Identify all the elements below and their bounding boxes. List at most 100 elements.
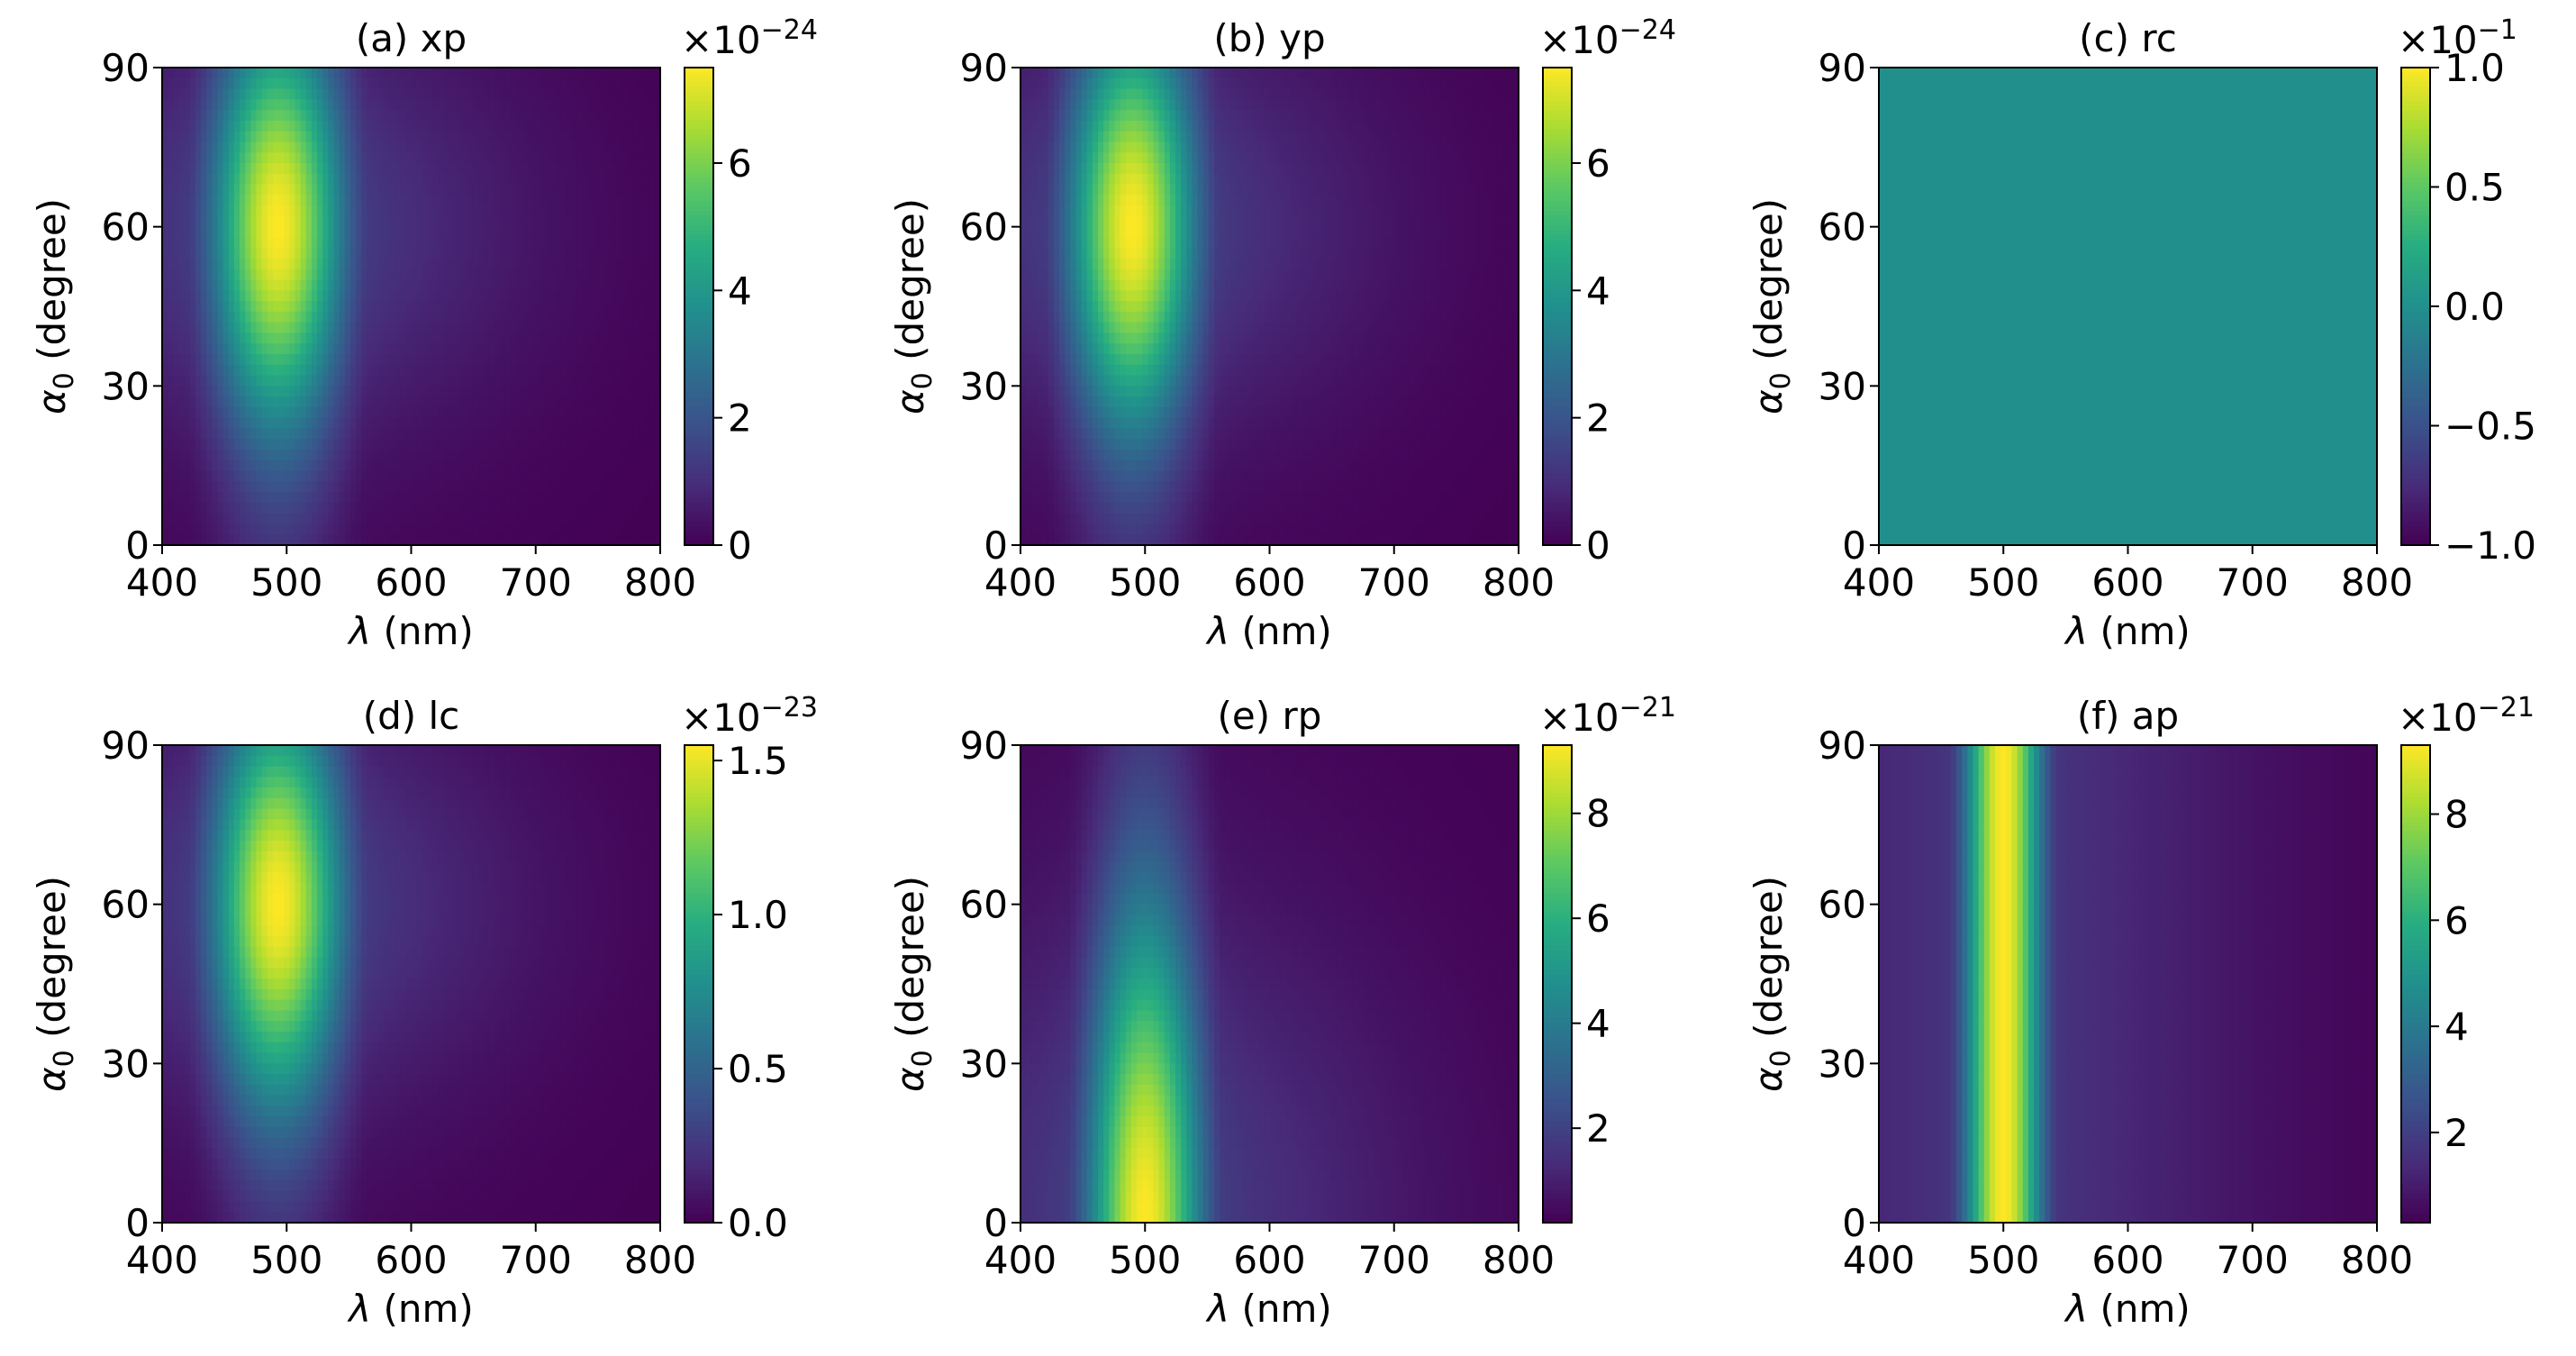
heatmap-cell (1092, 110, 1099, 122)
heatmap-cell (284, 290, 291, 302)
heatmap-cell (212, 195, 219, 206)
heatmap-cell (610, 439, 617, 450)
heatmap-cell (361, 68, 368, 79)
heatmap-cell (1092, 173, 1099, 186)
heatmap-cell (416, 152, 423, 164)
heatmap-cell (328, 88, 335, 101)
heatmap-cell (649, 343, 656, 355)
heatmap-cell (1098, 237, 1104, 250)
heatmap-cell (1086, 152, 1093, 164)
heatmap-cell (1120, 77, 1127, 90)
heatmap-cell (411, 375, 418, 387)
heatmap-cell (322, 268, 330, 281)
heatmap-cell (1020, 205, 1027, 217)
heatmap-cell (278, 259, 285, 270)
colorbar-segment (685, 253, 713, 259)
heatmap-cell (444, 460, 451, 472)
heatmap-cell (538, 152, 545, 164)
heatmap-cell (1020, 354, 1027, 366)
heatmap-cell (504, 268, 512, 281)
heatmap-cell (566, 386, 573, 397)
heatmap-cell (610, 141, 617, 154)
heatmap-cell (621, 406, 628, 419)
heatmap-cell (212, 375, 219, 387)
heatmap-cell (638, 481, 645, 493)
heatmap-cell (643, 226, 650, 239)
heatmap-cell (383, 364, 390, 377)
heatmap-cell (250, 322, 258, 334)
heatmap-cell (1048, 290, 1055, 302)
heatmap-cell (483, 439, 490, 450)
heatmap-cell (212, 301, 219, 313)
heatmap-cell (549, 268, 557, 281)
heatmap-cell (594, 332, 601, 345)
heatmap-cell (599, 375, 606, 387)
heatmap-cell (168, 120, 175, 132)
heatmap-cell (1075, 375, 1083, 387)
heatmap-cell (477, 120, 485, 132)
heatmap-cell (295, 428, 302, 441)
heatmap-cell (195, 226, 202, 239)
heatmap-cell (240, 322, 246, 334)
heatmap-cell (162, 131, 168, 143)
heatmap-cell (638, 68, 645, 79)
heatmap-cell (395, 502, 402, 514)
heatmap-cell (372, 332, 379, 345)
heatmap-cell (383, 470, 390, 483)
heatmap-cell (1081, 523, 1088, 536)
heatmap-cell (1031, 163, 1039, 175)
heatmap-cell (1042, 237, 1049, 250)
heatmap-cell (1031, 502, 1039, 514)
heatmap-cell (1109, 428, 1116, 441)
heatmap-cell (494, 226, 501, 239)
heatmap-cell (405, 99, 413, 111)
heatmap-cell (483, 534, 490, 545)
heatmap-cell (349, 322, 357, 334)
heatmap-cell (466, 406, 473, 419)
heatmap-cell (372, 523, 379, 536)
heatmap-cell (532, 450, 540, 461)
heatmap-cell (206, 417, 213, 430)
heatmap-cell (527, 110, 534, 122)
heatmap-cell (576, 163, 584, 175)
heatmap-cell (344, 163, 351, 175)
heatmap-cell (488, 120, 495, 132)
heatmap-cell (555, 406, 562, 419)
heatmap-cell (272, 110, 279, 122)
heatmap-cell (317, 205, 323, 217)
heatmap-cell (361, 428, 368, 441)
heatmap-cell (173, 332, 180, 345)
heatmap-cell (1109, 332, 1116, 345)
heatmap-cell (621, 141, 628, 154)
heatmap-cell (1048, 141, 1055, 154)
heatmap-cell (499, 523, 506, 536)
heatmap-cell (538, 248, 545, 259)
heatmap-cell (305, 439, 313, 450)
heatmap-cell (511, 470, 518, 483)
heatmap-cell (422, 88, 429, 101)
heatmap-cell (444, 99, 451, 111)
heatmap-cell (333, 99, 340, 111)
heatmap-cell (477, 513, 485, 525)
heatmap-cell (305, 68, 313, 79)
heatmap-cell (494, 406, 501, 419)
heatmap-cell (201, 332, 207, 345)
heatmap-cell (1048, 492, 1055, 504)
heatmap-cell (477, 163, 485, 175)
heatmap-cell (499, 492, 506, 504)
heatmap-cell (228, 481, 235, 493)
heatmap-cell (1048, 470, 1055, 483)
heatmap-cell (615, 152, 622, 164)
heatmap-cell (328, 386, 335, 397)
heatmap-cell (511, 184, 518, 196)
heatmap-cell (261, 215, 268, 228)
heatmap-cell (643, 110, 650, 122)
heatmap-cell (233, 406, 240, 419)
heatmap-cell (543, 248, 550, 259)
heatmap-cell (189, 131, 196, 143)
heatmap-cell (560, 120, 567, 132)
heatmap-cell (1098, 470, 1104, 483)
heatmap-cell (477, 226, 485, 239)
heatmap-cell (173, 354, 180, 366)
heatmap-cell (356, 131, 362, 143)
